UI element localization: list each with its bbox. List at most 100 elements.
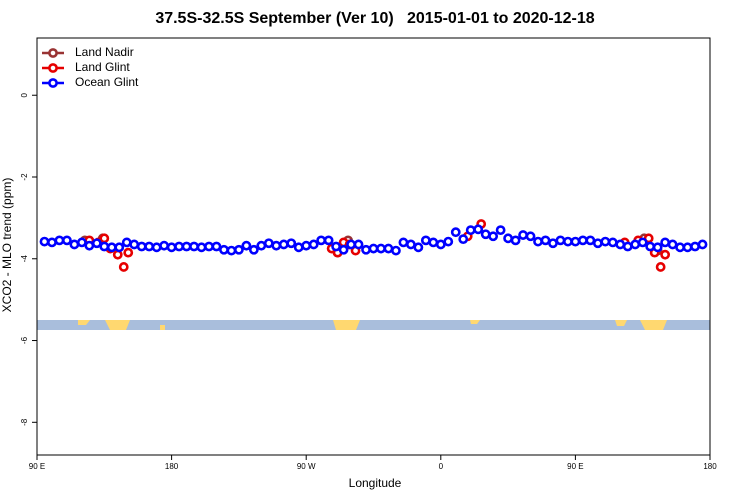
point xyxy=(592,238,603,249)
point xyxy=(248,244,259,255)
point xyxy=(189,241,199,252)
y-tick-label: 0 xyxy=(20,92,29,97)
point xyxy=(123,247,134,258)
point xyxy=(338,244,349,255)
point xyxy=(106,242,117,253)
point xyxy=(398,237,409,248)
point xyxy=(263,238,274,249)
point xyxy=(69,239,80,250)
point xyxy=(112,249,123,260)
point xyxy=(346,239,356,250)
point xyxy=(428,237,439,248)
point xyxy=(196,242,207,253)
point xyxy=(548,238,558,249)
point xyxy=(114,242,125,253)
legend-label: Land Nadir xyxy=(75,45,134,59)
point xyxy=(555,235,566,246)
x-tick-label: 90 E xyxy=(567,462,583,471)
point xyxy=(420,235,431,246)
x-tick-label: 180 xyxy=(703,462,717,471)
point xyxy=(376,243,386,254)
point xyxy=(39,236,50,247)
point xyxy=(435,239,446,250)
point xyxy=(136,241,147,252)
point xyxy=(540,235,551,246)
point xyxy=(488,231,499,242)
point xyxy=(690,241,700,252)
point xyxy=(473,224,484,235)
point xyxy=(570,236,581,247)
point xyxy=(391,245,401,256)
point xyxy=(278,239,289,250)
x-tick-label: 90 W xyxy=(297,462,316,471)
legend-marker xyxy=(48,48,58,58)
x-tick-label: 90 E xyxy=(29,462,45,471)
point xyxy=(655,262,666,272)
point xyxy=(518,230,528,240)
point xyxy=(204,241,214,252)
point xyxy=(361,244,371,255)
point xyxy=(600,236,611,247)
point xyxy=(99,241,110,252)
point xyxy=(645,241,656,252)
point xyxy=(615,239,626,250)
y-tick-label: -2 xyxy=(20,173,29,181)
point xyxy=(652,242,663,253)
point xyxy=(286,238,297,249)
point xyxy=(495,225,506,236)
point xyxy=(129,239,140,250)
point xyxy=(480,229,491,240)
point xyxy=(383,243,394,254)
point xyxy=(331,241,342,252)
point xyxy=(293,242,304,253)
point xyxy=(256,240,267,251)
point xyxy=(353,239,364,250)
point xyxy=(84,240,95,251)
point xyxy=(211,241,222,252)
point xyxy=(675,242,685,253)
point xyxy=(301,240,312,251)
point xyxy=(510,235,521,246)
point xyxy=(233,244,244,255)
chart-title: 37.5S-32.5S September (Ver 10) 2015-01-0… xyxy=(155,10,594,27)
point xyxy=(368,243,379,254)
point xyxy=(54,235,65,246)
point xyxy=(91,238,102,249)
point xyxy=(585,235,596,246)
point xyxy=(697,239,708,250)
point xyxy=(660,237,671,248)
point xyxy=(443,236,454,247)
legend-marker xyxy=(48,63,58,73)
point xyxy=(533,236,543,247)
point xyxy=(181,241,192,252)
plot-frame xyxy=(36,37,711,456)
point xyxy=(458,234,469,245)
x-axis-label: Longitude xyxy=(349,476,402,490)
point xyxy=(630,239,641,250)
point xyxy=(465,225,476,236)
legend-label: Ocean Glint xyxy=(75,75,139,89)
point xyxy=(637,237,648,248)
point xyxy=(144,241,155,252)
point xyxy=(47,237,57,248)
point xyxy=(166,242,177,253)
point xyxy=(62,235,72,246)
point xyxy=(308,239,319,250)
point xyxy=(577,235,588,246)
point xyxy=(622,241,633,252)
y-tick-label: -6 xyxy=(20,336,29,344)
point xyxy=(174,241,184,252)
legend-label: Land Glint xyxy=(75,60,130,74)
point xyxy=(660,249,671,260)
point xyxy=(450,227,461,238)
point xyxy=(121,237,132,248)
x-tick-label: 180 xyxy=(165,462,179,471)
point xyxy=(525,231,536,242)
y-tick-label: -8 xyxy=(20,418,29,426)
point xyxy=(405,239,416,250)
point xyxy=(226,245,237,256)
point xyxy=(503,233,513,244)
point xyxy=(413,242,424,253)
